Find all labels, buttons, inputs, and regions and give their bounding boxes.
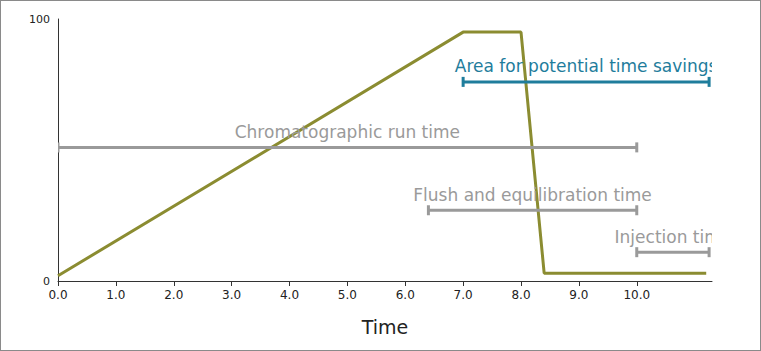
- svg-text:4.0: 4.0: [280, 288, 299, 302]
- svg-text:Flush and equilibration time: Flush and equilibration time: [413, 185, 651, 205]
- svg-text:6.0: 6.0: [396, 288, 415, 302]
- svg-text:5.0: 5.0: [338, 288, 357, 302]
- svg-text:0: 0: [43, 275, 50, 288]
- svg-text:0.0: 0.0: [48, 288, 67, 302]
- svg-text:8.0: 8.0: [511, 288, 530, 302]
- svg-text:100: 100: [29, 13, 50, 26]
- svg-text:7.0: 7.0: [454, 288, 473, 302]
- svg-text:2.0: 2.0: [164, 288, 183, 302]
- svg-text:Time: Time: [361, 316, 409, 338]
- svg-text:3.0: 3.0: [222, 288, 241, 302]
- svg-text:1.0: 1.0: [106, 288, 125, 302]
- svg-text:9.0: 9.0: [569, 288, 588, 302]
- svg-text:Injection time: Injection time: [615, 227, 732, 247]
- svg-text:Chromatographic run time: Chromatographic run time: [235, 122, 460, 142]
- svg-text:10.0: 10.0: [623, 288, 650, 302]
- svg-text:Area for potential time saving: Area for potential time savings: [455, 56, 718, 76]
